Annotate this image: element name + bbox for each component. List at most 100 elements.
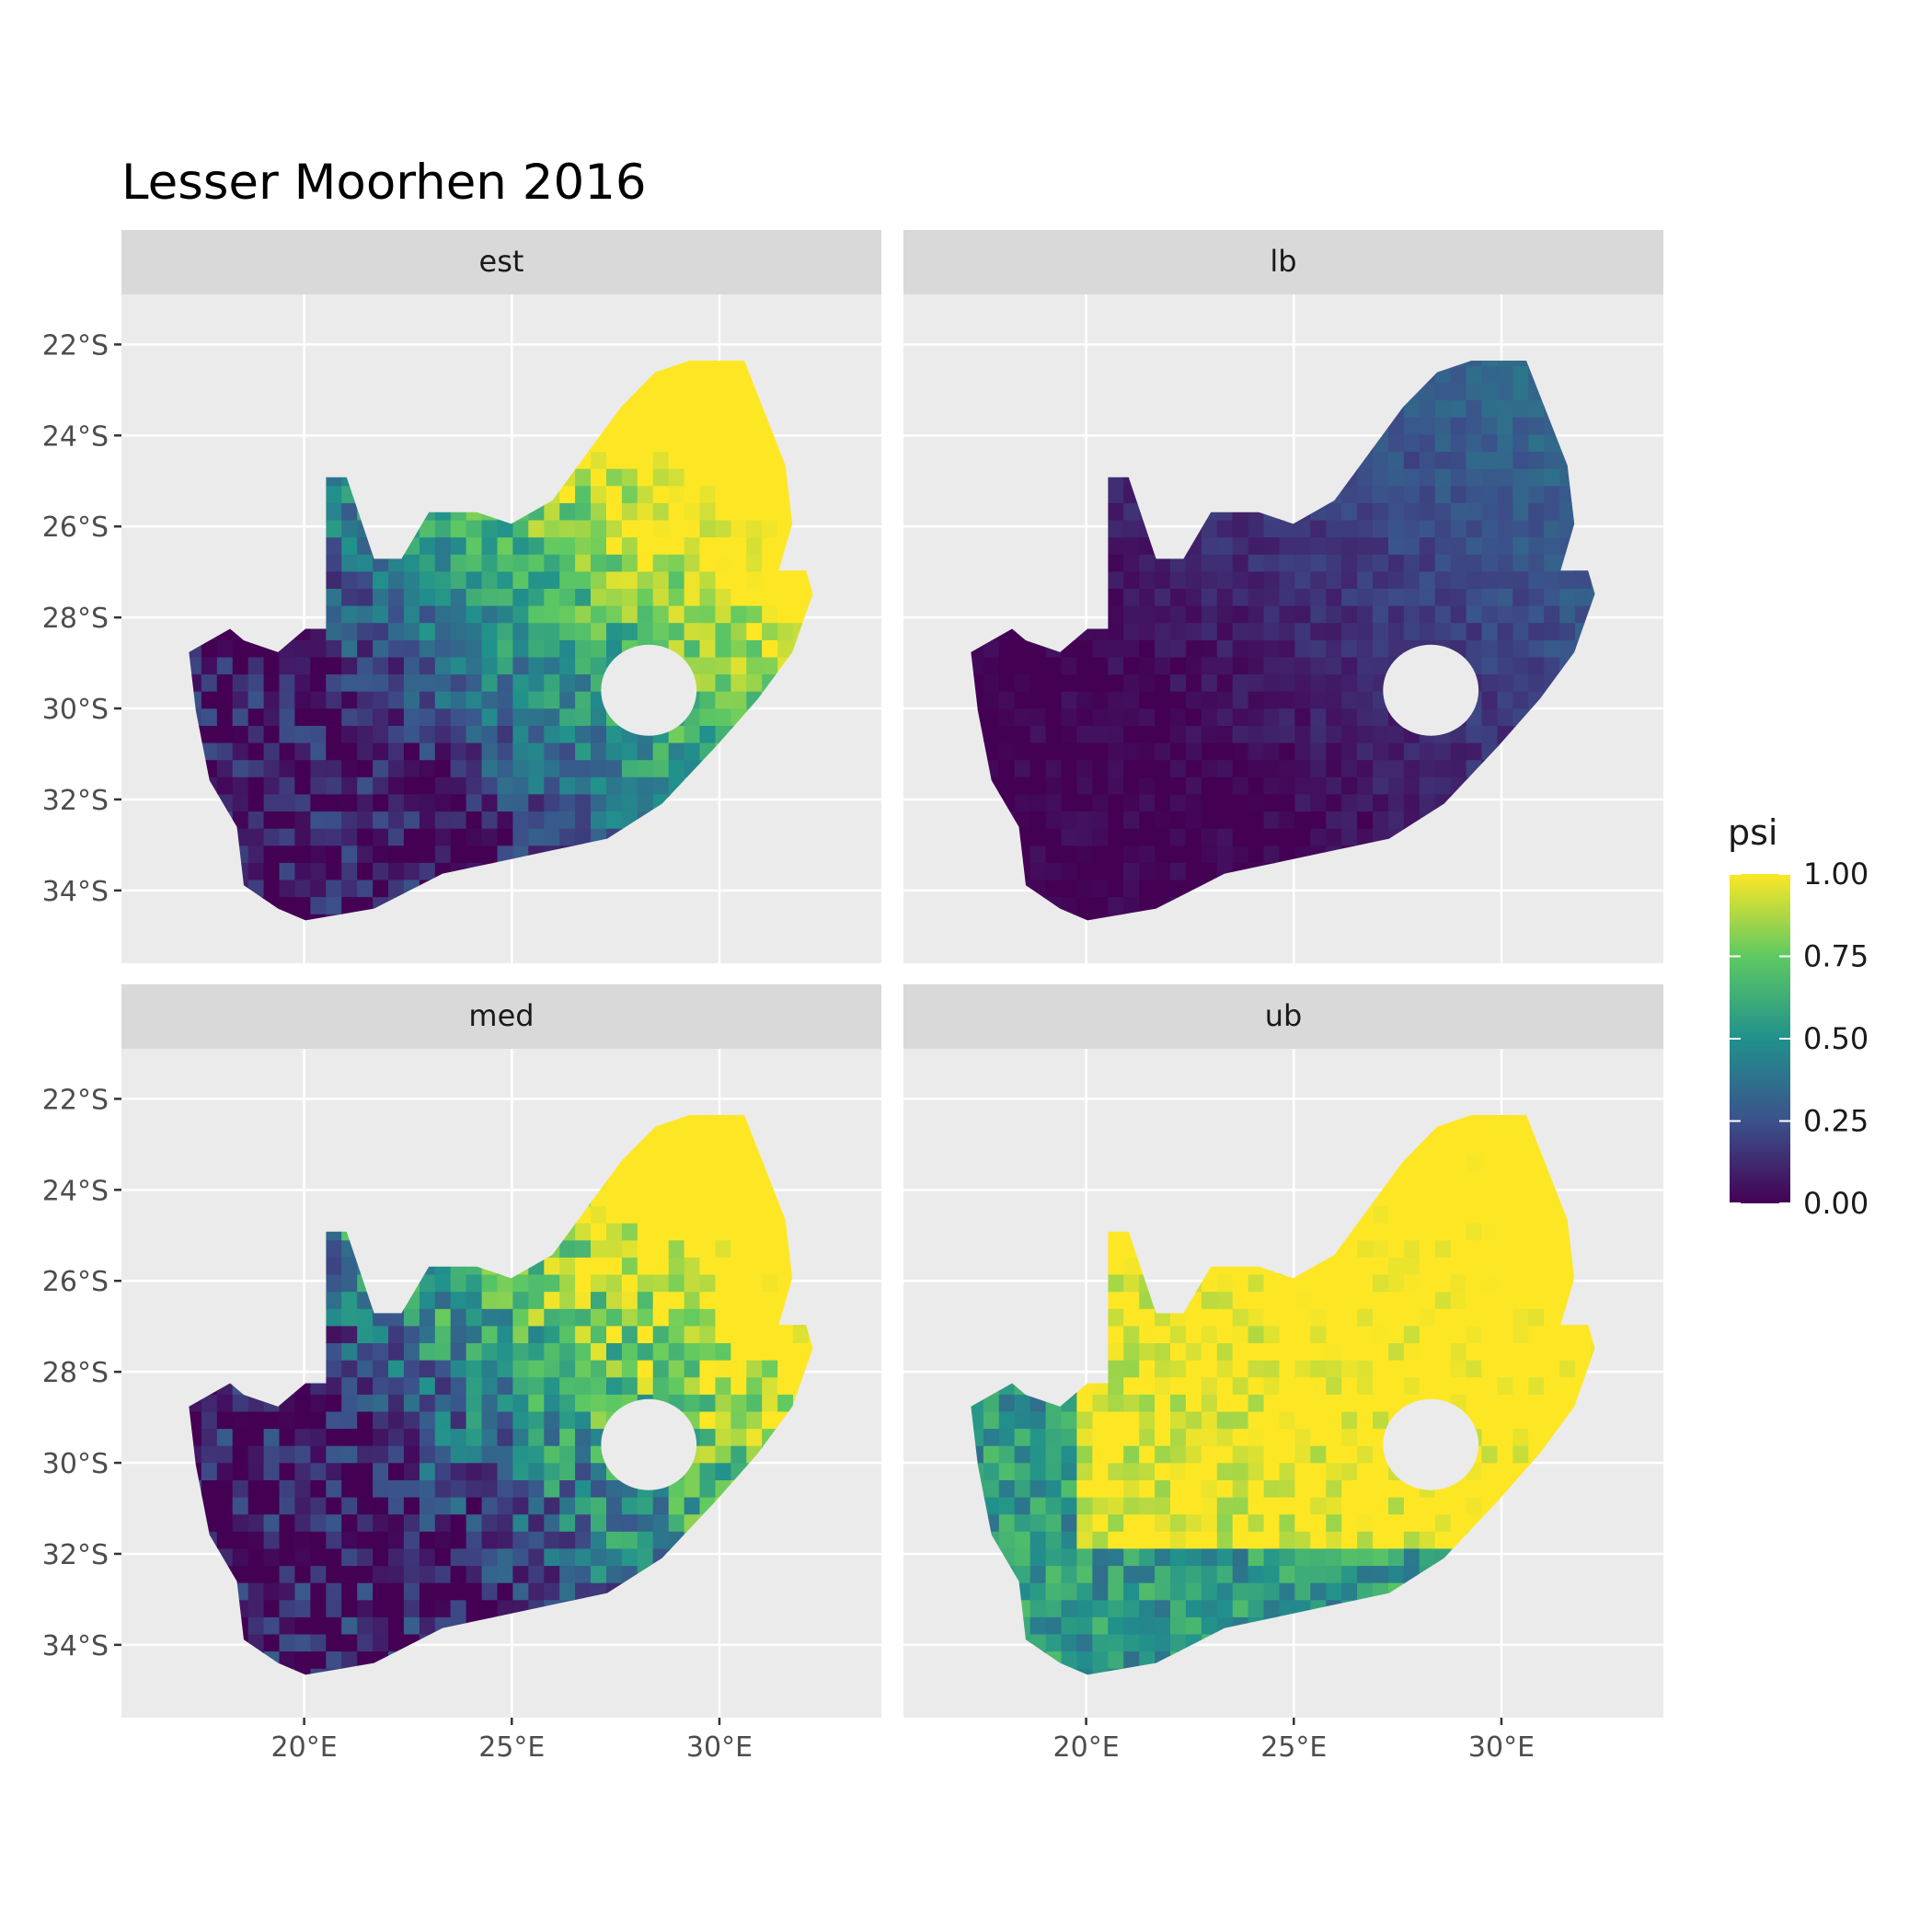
raster-cell <box>373 639 389 659</box>
raster-cell <box>684 468 701 487</box>
raster-cell <box>232 1514 249 1533</box>
raster-cell <box>1045 1497 1063 1515</box>
raster-cell <box>591 657 607 675</box>
raster-cell <box>1528 468 1545 487</box>
raster-cell <box>1185 674 1202 693</box>
raster-cell <box>762 1411 778 1430</box>
raster-cell <box>1357 486 1374 504</box>
raster-cell <box>606 1531 623 1549</box>
raster-cell <box>1123 537 1140 556</box>
raster-cell <box>1544 589 1560 607</box>
raster-cell <box>544 1548 560 1567</box>
raster-cell <box>497 776 513 795</box>
raster-cell <box>575 776 592 795</box>
raster-cell <box>466 1480 483 1499</box>
raster-cell <box>606 1292 623 1310</box>
raster-cell <box>699 537 716 556</box>
raster-cell <box>512 1497 529 1515</box>
raster-cell <box>388 674 405 693</box>
raster-cell <box>668 1274 685 1293</box>
raster-cell <box>1076 1463 1093 1481</box>
raster-cell <box>762 1360 778 1378</box>
raster-cell <box>544 691 560 709</box>
raster-cell <box>1045 1480 1063 1499</box>
raster-cell <box>1108 1514 1124 1533</box>
raster-cell <box>621 623 638 641</box>
raster-cell <box>699 1326 716 1344</box>
raster-cell <box>1061 726 1077 744</box>
raster-cell <box>606 452 623 470</box>
raster-cell <box>606 468 623 487</box>
raster-cell <box>294 674 311 693</box>
raster-cell <box>294 657 311 675</box>
raster-cell <box>1076 1566 1093 1584</box>
raster-cell <box>1310 554 1327 572</box>
raster-cell <box>1450 400 1467 419</box>
raster-cell <box>1232 674 1249 693</box>
raster-cell <box>326 1514 342 1533</box>
raster-cell <box>699 1360 716 1378</box>
raster-cell <box>1170 880 1187 898</box>
raster-cell <box>575 1548 592 1567</box>
raster-cell <box>419 1582 436 1601</box>
raster-cell <box>1481 674 1498 693</box>
raster-cell <box>1403 623 1420 641</box>
raster-cell <box>544 828 560 846</box>
raster-cell <box>1326 605 1342 624</box>
raster-cell <box>263 880 281 898</box>
raster-cell <box>1076 1582 1093 1601</box>
raster-cell <box>1466 468 1483 487</box>
raster-cell <box>1466 417 1483 435</box>
raster-cell <box>310 742 327 761</box>
raster-cell <box>746 1360 763 1378</box>
raster-cell <box>684 452 701 470</box>
raster-cell <box>1450 554 1467 572</box>
raster-cell <box>544 1582 560 1601</box>
raster-cell <box>450 1308 467 1327</box>
raster-cell <box>403 1566 420 1584</box>
raster-cell <box>730 674 747 693</box>
raster-cell <box>777 1377 794 1396</box>
raster-cell <box>668 1377 685 1396</box>
raster-cell <box>544 1463 560 1481</box>
raster-cell <box>1481 486 1498 504</box>
raster-cell <box>1341 828 1358 846</box>
raster-cell <box>388 828 405 846</box>
raster-cell <box>1357 468 1374 487</box>
raster-cell <box>606 486 623 504</box>
raster-cell <box>621 1308 638 1327</box>
raster-cell <box>621 1343 638 1362</box>
raster-cell <box>777 1360 794 1378</box>
raster-cell <box>373 794 389 812</box>
raster-cell <box>1108 845 1124 864</box>
raster-cell <box>326 1377 342 1396</box>
raster-cell <box>1263 828 1281 846</box>
raster-cell <box>326 828 342 846</box>
raster-cell <box>1139 828 1156 846</box>
raster-cell <box>466 657 483 675</box>
raster-cell <box>528 691 545 709</box>
raster-cell <box>652 1240 670 1259</box>
raster-cell <box>606 1189 623 1207</box>
raster-cell <box>481 589 499 607</box>
raster-cell <box>419 1548 436 1567</box>
raster-cell <box>419 554 436 572</box>
raster-cell <box>403 760 420 778</box>
raster-cell <box>201 1411 218 1430</box>
raster-cell <box>497 1531 513 1549</box>
raster-cell <box>341 1411 358 1430</box>
raster-cell <box>1123 589 1140 607</box>
raster-cell <box>232 742 249 761</box>
raster-cell <box>1544 623 1560 641</box>
raster-cell <box>528 1463 545 1481</box>
raster-cell <box>1201 708 1218 727</box>
raster-cell <box>341 726 358 744</box>
raster-cell <box>1373 537 1389 556</box>
raster-cell <box>1357 674 1374 693</box>
raster-cell <box>1373 794 1389 812</box>
raster-cell <box>279 1411 295 1430</box>
raster-cell <box>1123 1308 1140 1327</box>
raster-cell <box>1201 828 1218 846</box>
raster-cell <box>730 1411 747 1430</box>
raster-cell <box>544 571 560 590</box>
